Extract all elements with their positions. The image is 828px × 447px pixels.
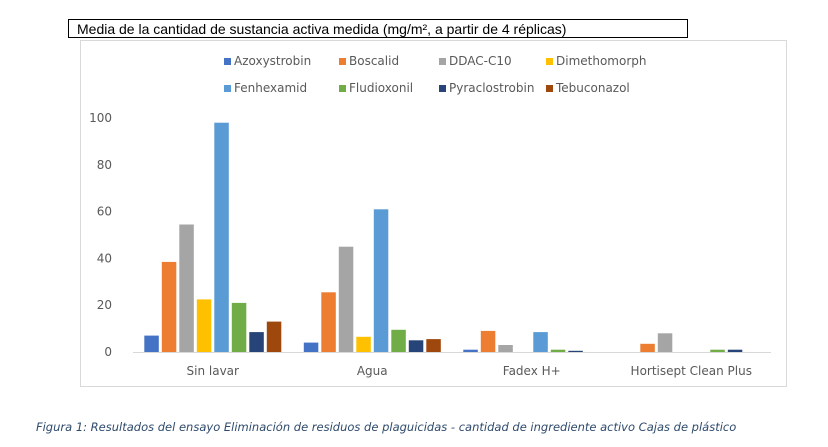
bar [391, 329, 406, 352]
y-tick-label: 20 [97, 298, 112, 312]
bar [321, 292, 336, 352]
chart-area: 0 20 40 60 80 100 Sin lavar Agua Fadex H+ Hortise… [80, 40, 787, 387]
x-tick-label: Hortisept Clean Plus [631, 364, 752, 378]
x-tick-label: Sin lavar [187, 364, 240, 378]
y-tick-label: 60 [97, 205, 112, 219]
bar [498, 345, 513, 352]
bar [480, 330, 496, 352]
bar [727, 349, 743, 352]
legend-swatch [339, 58, 346, 65]
bar [408, 340, 424, 352]
y-tick-label: 40 [97, 251, 112, 265]
bar [550, 349, 566, 352]
legend-swatch [439, 85, 446, 92]
bar [463, 349, 478, 352]
x-tick-label: Fadex H+ [503, 364, 561, 378]
bar [231, 302, 247, 352]
legend-label: DDAC-C10 [449, 54, 512, 68]
legend-swatch [439, 58, 446, 65]
bar [568, 350, 583, 352]
legend-label: Fludioxonil [349, 81, 413, 95]
bar [533, 332, 548, 352]
bar [179, 224, 194, 352]
y-tick-label: 100 [89, 111, 112, 125]
bar [161, 261, 177, 352]
bar [249, 332, 264, 352]
bar [266, 321, 282, 352]
legend-swatch [224, 58, 231, 65]
legend-swatch [224, 85, 231, 92]
legend-swatch [546, 85, 553, 92]
bar-chart: 0 20 40 60 80 100 Sin lavar Agua Fadex H+ Hortise… [89, 54, 771, 378]
bar [214, 122, 229, 352]
bar [196, 299, 212, 352]
legend-swatch [339, 85, 346, 92]
bar [338, 246, 354, 352]
chart-title: Media de la cantidad de sustancia activa… [77, 21, 567, 37]
bar [710, 349, 725, 352]
y-tick-label: 0 [104, 345, 112, 359]
y-tick-label: 80 [97, 158, 112, 172]
chart-title-box: Media de la cantidad de sustancia activa… [68, 19, 688, 38]
x-tick-label: Agua [357, 364, 388, 378]
legend-label: Boscalid [349, 54, 399, 68]
bar [303, 342, 319, 352]
legend-label: Fenhexamid [234, 81, 307, 95]
bar [640, 343, 655, 352]
legend-label: Azoxystrobin [234, 54, 311, 68]
bar [356, 336, 371, 352]
bar [144, 335, 159, 352]
legend-label: Tebuconazol [555, 81, 630, 95]
bar [426, 339, 441, 352]
figure-caption: Figura 1: Resultados del ensayo Eliminac… [36, 420, 737, 434]
bar [373, 209, 389, 352]
bar [657, 333, 673, 352]
legend-label: Pyraclostrobin [449, 81, 534, 95]
legend-swatch [546, 58, 553, 65]
legend-label: Dimethomorph [556, 54, 647, 68]
